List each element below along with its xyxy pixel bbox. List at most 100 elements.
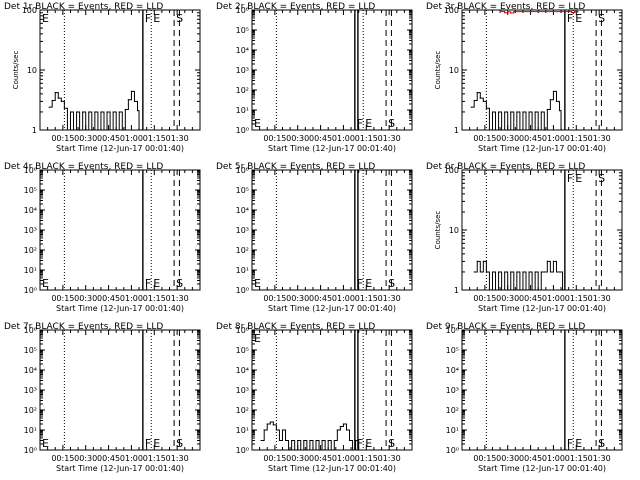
x-axis-label: Start Time (12-Jun-17 00:01:40) xyxy=(56,304,184,313)
x-tick-label: 00:45 xyxy=(97,454,120,463)
data-point xyxy=(534,271,536,273)
corner-label: E xyxy=(254,117,261,130)
y-tick-label: 10⁰ xyxy=(24,286,37,295)
data-point xyxy=(321,439,323,442)
data-point xyxy=(555,100,558,102)
data-point xyxy=(260,439,262,442)
data-point xyxy=(69,111,72,113)
y-tick-label: 10⁵ xyxy=(24,186,37,195)
data-point xyxy=(540,111,542,113)
y-tick-label: 10⁵ xyxy=(446,346,459,355)
corner-label: E xyxy=(42,12,49,25)
y-tick-label: 10⁰ xyxy=(24,446,37,455)
data-point xyxy=(278,439,281,442)
panel-det-9: Det 9r BLACK = Events, RED = LLD 10⁰ 10¹ 10… xyxy=(426,322,623,473)
y-tick-label: 10³ xyxy=(24,226,37,235)
y-axis-label: Counts/sec xyxy=(12,51,20,90)
data-point xyxy=(488,129,491,131)
panel-det-3: Det 3r BLACK = Events, RED = LLD 1 10 100 00… xyxy=(426,2,623,153)
x-tick-label: 00:15 xyxy=(51,134,74,143)
y-tick-label: 10² xyxy=(236,86,249,95)
data-point xyxy=(300,449,302,451)
data-point xyxy=(127,99,129,101)
x-tick-label: 00:45 xyxy=(309,454,332,463)
data-point xyxy=(528,111,530,113)
data-point xyxy=(504,111,506,113)
data-point xyxy=(51,99,53,102)
data-point xyxy=(531,289,533,291)
x-tick-label: 01:00 xyxy=(542,454,565,463)
panel-det-6: Det 6r BLACK = Events, RED = LLD 1 10 100 00… xyxy=(426,162,623,313)
marker-label: F xyxy=(145,437,151,450)
data-point xyxy=(297,439,299,442)
data-point xyxy=(491,111,494,113)
data-point xyxy=(103,129,105,131)
x-tick-label: 00:45 xyxy=(309,134,332,143)
corner-label: E xyxy=(254,277,261,290)
y-tick-label: 100 xyxy=(444,6,459,15)
data-point xyxy=(501,10,503,12)
y-tick-label: 10¹ xyxy=(236,106,249,115)
panel-det-5: Det 5r BLACK = Events, RED = LLD 10⁰ 10¹ 10… xyxy=(216,162,413,313)
y-tick-label: 1 xyxy=(454,286,459,295)
y-axis-label: Counts/sec xyxy=(434,211,442,250)
y-tick-label: 10¹ xyxy=(236,266,249,275)
marker-label: F xyxy=(145,277,151,290)
x-tick-label: 01:15 xyxy=(143,134,166,143)
panel-title: Det 4r BLACK = Events, RED = LLD xyxy=(4,162,163,172)
y-tick-label: 10⁶ xyxy=(446,326,459,335)
y-tick-label: 10⁰ xyxy=(236,446,249,455)
x-tick-label: 00:45 xyxy=(97,134,120,143)
panel-det-8: Det 8r BLACK = Events, RED = LLD 10⁰ 10¹ 10… xyxy=(216,322,413,473)
data-point xyxy=(534,111,536,113)
y-tick-label: 10³ xyxy=(236,386,249,395)
y-tick-label: 10⁴ xyxy=(24,206,37,215)
data-point xyxy=(507,129,509,131)
x-tick-label: 01:15 xyxy=(355,294,378,303)
y-tick-label: 1 xyxy=(454,126,459,135)
x-tick-label: 00:15 xyxy=(473,134,496,143)
marker-label: F xyxy=(567,12,573,25)
x-axis-label: Start Time (12-Jun-17 00:01:40) xyxy=(56,144,184,153)
y-tick-label: 10² xyxy=(24,406,37,415)
data-point xyxy=(106,111,108,113)
x-tick-label: 01:15 xyxy=(565,134,588,143)
x-tick-label: 00:45 xyxy=(97,294,120,303)
data-point xyxy=(309,439,311,442)
data-point xyxy=(516,271,518,273)
x-axis-label: Start Time (12-Jun-17 00:01:40) xyxy=(478,144,606,153)
data-point xyxy=(543,271,545,273)
x-tick-label: 01:30 xyxy=(588,454,611,463)
x-axis-label: Start Time (12-Jun-17 00:01:40) xyxy=(56,464,184,473)
data-point xyxy=(303,439,305,442)
data-point xyxy=(138,129,140,131)
panel-title: Det 1r BLACK = Events, RED = LLD xyxy=(4,2,163,12)
y-tick-label: 10¹ xyxy=(24,426,37,435)
data-point xyxy=(136,110,139,112)
y-tick-label: 10⁵ xyxy=(236,26,249,35)
marker-label: E xyxy=(365,437,372,450)
data-point xyxy=(306,449,308,451)
data-point xyxy=(507,11,509,13)
y-tick-label: 10⁶ xyxy=(236,6,249,15)
data-point xyxy=(510,271,512,273)
y-tick-label: 10³ xyxy=(24,386,37,395)
x-tick-label: 00:45 xyxy=(519,454,542,463)
data-point xyxy=(48,106,50,108)
data-point xyxy=(479,97,481,99)
y-tick-label: 10 xyxy=(27,66,37,75)
y-tick-label: 10⁶ xyxy=(24,166,37,175)
data-point xyxy=(124,108,126,111)
data-point xyxy=(531,129,533,131)
data-point xyxy=(497,111,500,113)
data-point xyxy=(345,429,348,431)
marker-label: F xyxy=(357,117,363,130)
data-point xyxy=(130,90,133,92)
data-point xyxy=(358,449,360,451)
data-point xyxy=(281,429,284,431)
data-point xyxy=(482,100,484,102)
data-point xyxy=(351,449,354,451)
x-tick-label: 01:00 xyxy=(542,134,565,143)
data-point xyxy=(315,439,317,442)
